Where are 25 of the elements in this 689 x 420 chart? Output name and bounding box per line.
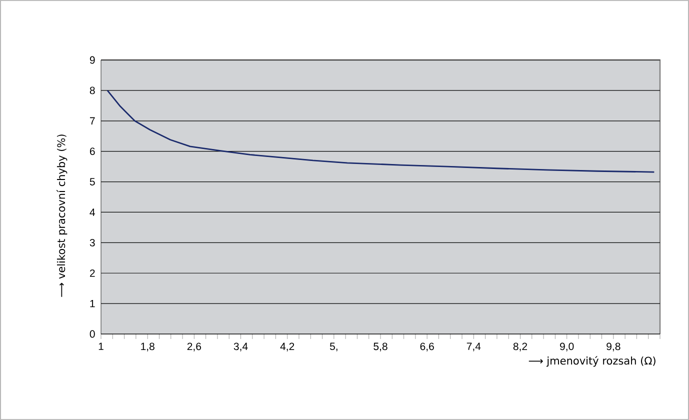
- x-tick-label: 7,4: [466, 342, 481, 352]
- y-tick-label: 8: [90, 86, 95, 94]
- x-tick-label: 1: [98, 342, 104, 350]
- x-tick-label: 8,2: [513, 342, 528, 352]
- y-tick-label: 5: [90, 178, 95, 186]
- line-series: [106, 90, 655, 173]
- y-tick-label: 9: [90, 56, 95, 64]
- y-tick-label: 2: [90, 269, 95, 277]
- x-tick-label: 3,4: [234, 342, 248, 352]
- x-tick-label: 4,2: [280, 342, 294, 352]
- x-tick-label: 5,: [330, 342, 338, 352]
- x-tick-label: 9,0: [560, 342, 574, 352]
- x-tick-label: 1,8: [141, 342, 154, 352]
- x-tick-label: 6,6: [420, 342, 434, 352]
- y-tick-label: 4: [90, 208, 95, 216]
- y-tick-label: 0: [90, 330, 95, 338]
- y-axis-title: ⟶ velikost pracovní chyby (%): [56, 134, 68, 297]
- x-tick-label: 2,6: [187, 342, 201, 352]
- y-tick-label: 7: [90, 117, 95, 125]
- y-tick-label: 6: [90, 148, 95, 156]
- x-tick-label: 9,8: [606, 342, 620, 352]
- x-axis-title: ⟶ jmenovitý rozsah (Ω): [528, 356, 656, 367]
- x-tick-label: 5,8: [374, 342, 388, 352]
- y-tick-label: 1: [90, 300, 95, 308]
- y-tick-label: 3: [90, 238, 95, 246]
